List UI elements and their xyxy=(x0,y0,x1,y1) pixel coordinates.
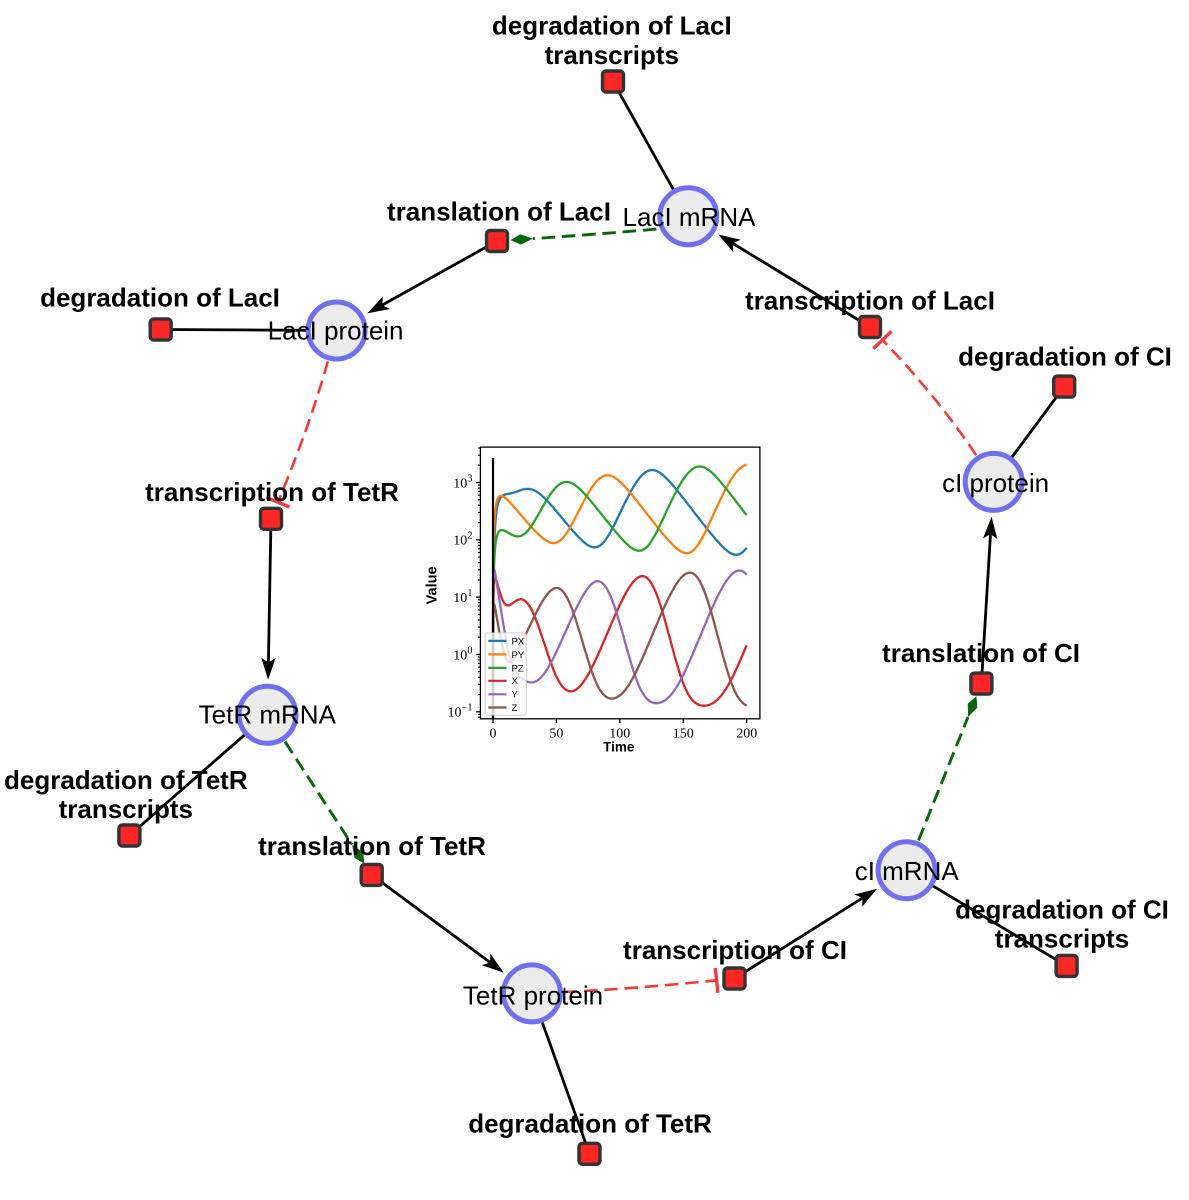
svg-text:10: 10 xyxy=(453,534,467,549)
svg-text:transcription of CI: transcription of CI xyxy=(623,935,847,965)
svg-text:Time: Time xyxy=(603,740,635,755)
svg-text:degradation of LacI: degradation of LacI xyxy=(40,283,280,313)
svg-text:10: 10 xyxy=(453,591,467,606)
svg-text:degradation of TetR: degradation of TetR xyxy=(468,1109,712,1139)
svg-text:transcription of TetR: transcription of TetR xyxy=(145,477,399,507)
svg-text:100: 100 xyxy=(609,727,630,742)
svg-text:2: 2 xyxy=(467,531,472,542)
svg-text:translation of CI: translation of CI xyxy=(882,638,1080,668)
svg-text:0: 0 xyxy=(467,645,472,656)
svg-text:transcripts: transcripts xyxy=(995,923,1129,953)
svg-text:PZ: PZ xyxy=(512,663,524,674)
svg-text:translation of TetR: translation of TetR xyxy=(258,831,486,861)
svg-text:degradation of TetR: degradation of TetR xyxy=(4,765,248,795)
svg-text:degradation of CI: degradation of CI xyxy=(955,895,1169,925)
svg-text:transcription of LacI: transcription of LacI xyxy=(745,285,995,315)
svg-text:−1: −1 xyxy=(462,703,473,714)
svg-text:1: 1 xyxy=(467,588,472,599)
svg-text:3: 3 xyxy=(467,473,472,484)
svg-text:translation of LacI: translation of LacI xyxy=(387,196,611,226)
svg-text:TetR protein: TetR protein xyxy=(463,980,603,1010)
svg-text:cI mRNA: cI mRNA xyxy=(855,856,960,886)
svg-text:cI protein: cI protein xyxy=(942,468,1049,498)
svg-text:10: 10 xyxy=(453,476,467,491)
svg-text:LacI protein: LacI protein xyxy=(268,315,404,345)
svg-text:200: 200 xyxy=(736,727,757,742)
svg-text:150: 150 xyxy=(673,727,694,742)
svg-text:50: 50 xyxy=(549,727,563,742)
svg-text:Y: Y xyxy=(512,690,519,701)
svg-text:PX: PX xyxy=(512,636,525,647)
svg-text:degradation of LacI: degradation of LacI xyxy=(492,11,732,41)
svg-text:0: 0 xyxy=(490,727,497,742)
svg-text:transcripts: transcripts xyxy=(59,794,193,824)
svg-text:10: 10 xyxy=(448,706,462,721)
svg-text:LacI mRNA: LacI mRNA xyxy=(623,202,757,232)
svg-text:10: 10 xyxy=(453,648,467,663)
svg-text:Z: Z xyxy=(512,703,518,714)
svg-text:X: X xyxy=(512,676,519,687)
svg-text:degradation of CI: degradation of CI xyxy=(958,342,1172,372)
svg-text:transcripts: transcripts xyxy=(545,40,679,70)
svg-text:PY: PY xyxy=(512,650,525,661)
svg-text:Value: Value xyxy=(425,566,441,604)
svg-text:TetR mRNA: TetR mRNA xyxy=(199,699,337,729)
